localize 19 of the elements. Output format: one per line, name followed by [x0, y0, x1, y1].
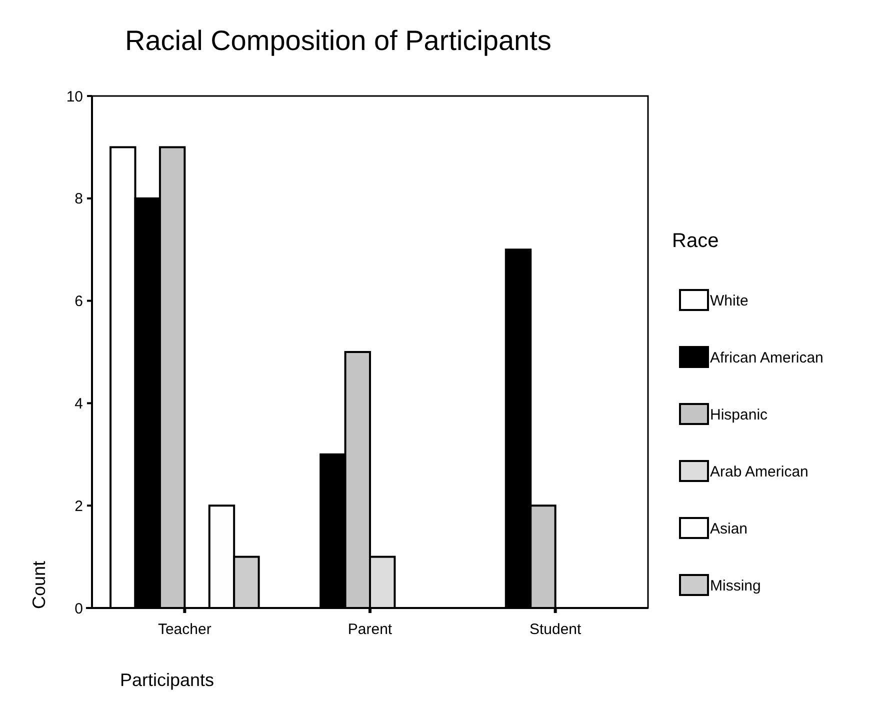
y-tick-label: 4 [74, 395, 83, 412]
y-tick-label: 2 [74, 498, 83, 515]
x-tick-label: Student [529, 621, 582, 638]
legend-label: African American [710, 349, 824, 366]
legend-title: Race [672, 230, 719, 252]
y-tick-label: 0 [74, 600, 83, 618]
y-tick-label: 8 [74, 190, 83, 208]
legend-label: Hispanic [710, 406, 768, 424]
y-tick-label: 10 [66, 88, 83, 106]
legend-label: Arab American [710, 463, 808, 480]
x-axis-title: Participants [120, 670, 214, 690]
chart-title: Racial Composition of Participants [125, 25, 552, 56]
x-tick-label: Parent [348, 621, 393, 638]
legend-label: Asian [710, 520, 748, 538]
y-tick-label: 6 [74, 293, 83, 310]
y-axis-title: Count [29, 560, 49, 610]
x-tick-label: Teacher [158, 621, 212, 638]
legend-label: White [710, 292, 748, 310]
legend-label: Missing [710, 577, 761, 594]
